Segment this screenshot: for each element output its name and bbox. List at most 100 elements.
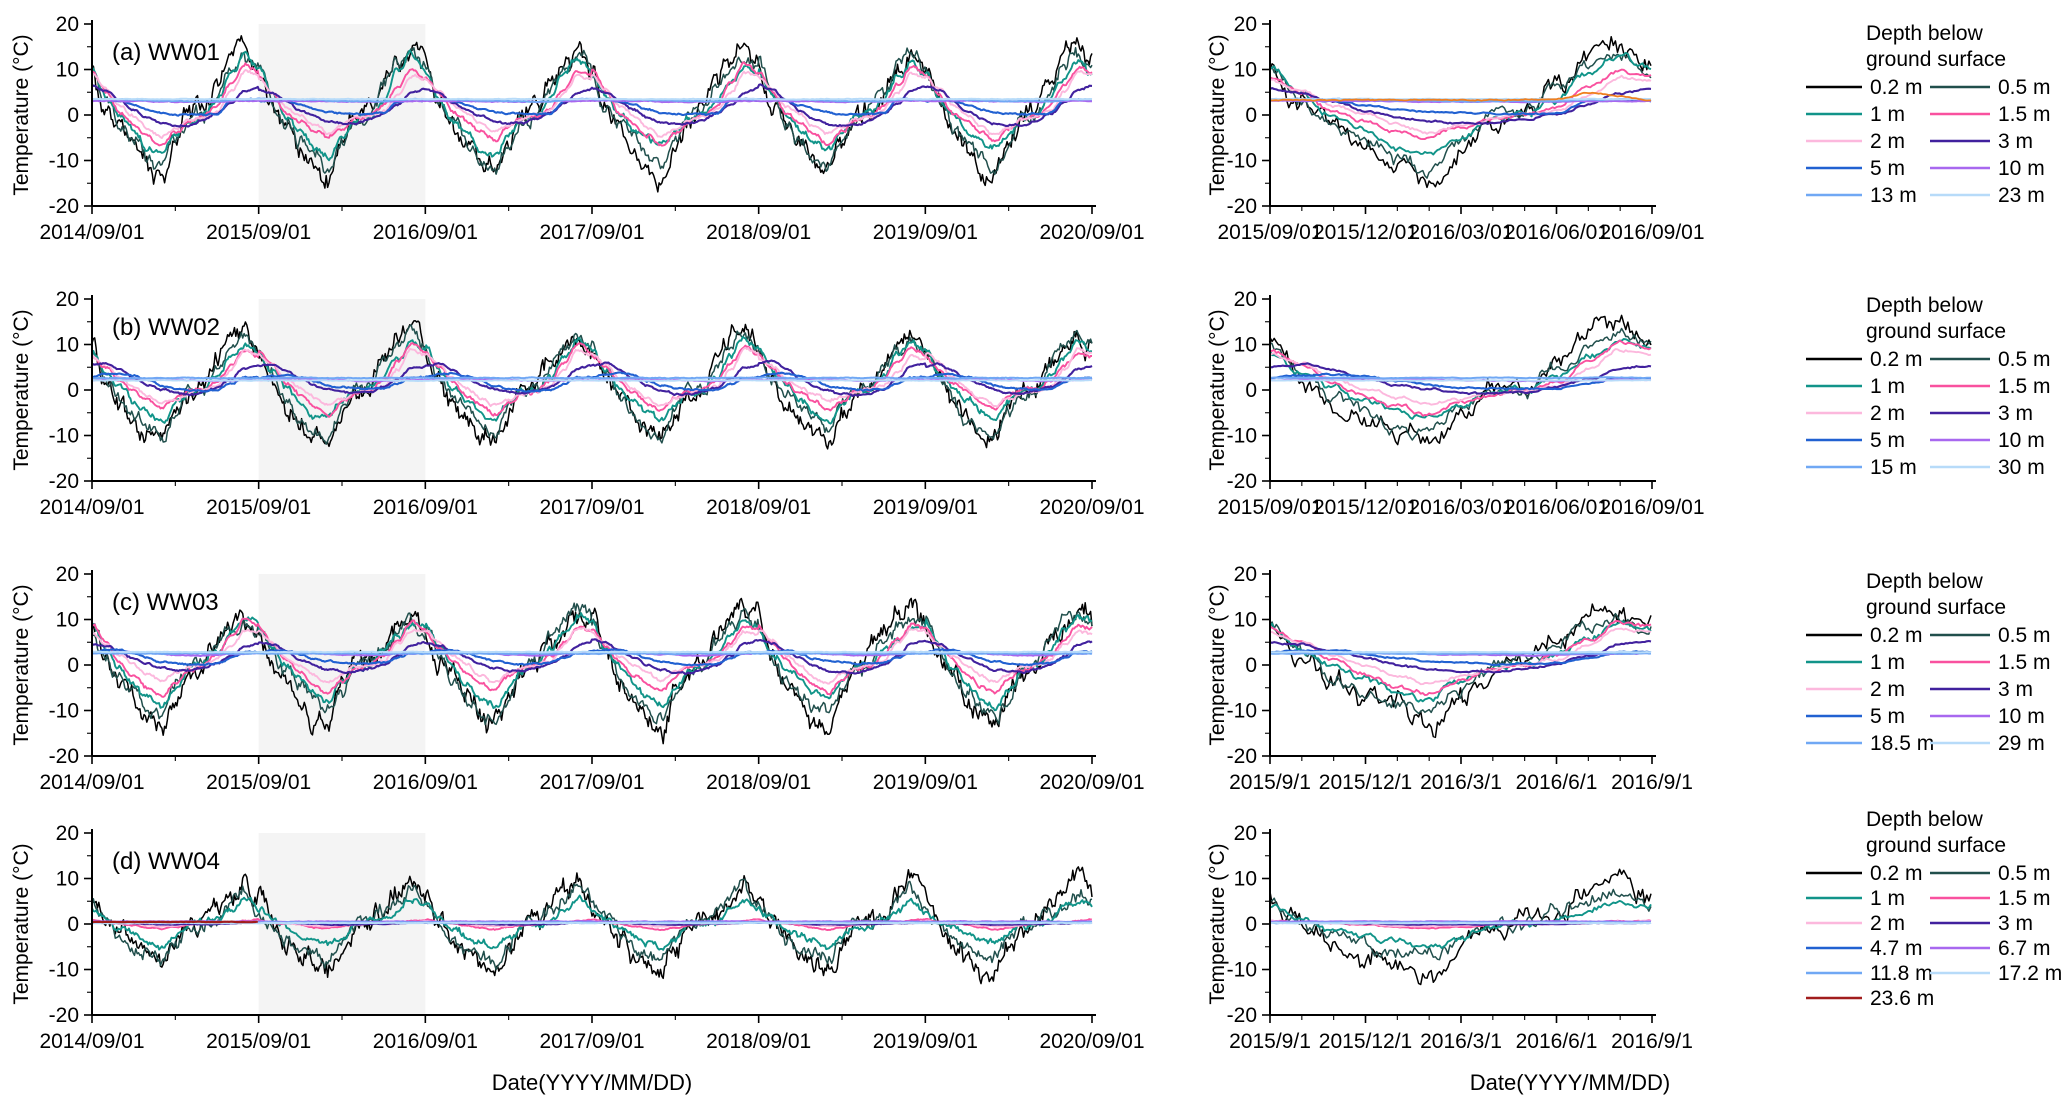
legend-label: 18.5 m [1870, 732, 1934, 755]
series-line-0.2-m [1269, 36, 1652, 189]
y-tick-label: 20 [56, 822, 79, 845]
legend-label: 0.2 m [1870, 348, 1923, 371]
y-tick-label: 0 [67, 104, 79, 127]
legend-label: 10 m [1998, 429, 2045, 452]
x-tick-label: 2020/09/01 [1039, 771, 1144, 794]
legend-label: 5 m [1870, 157, 1905, 180]
x-tick-label: 2016/9/1 [1611, 1030, 1693, 1053]
y-tick-label: 10 [56, 334, 79, 357]
series-line-17.2-m [1269, 921, 1651, 925]
x-tick-label: 2015/09/01 [206, 771, 311, 794]
panel-b-right-chart: 20 10 0 -10 -20 2015/09/012015/12/012016/03/0… [1206, 288, 1705, 519]
x-tick-label: 2016/09/01 [373, 496, 478, 519]
legend-label: 0.5 m [1998, 76, 2051, 99]
x-tick-label: 2016/3/1 [1420, 771, 1502, 794]
panel-d-right-chart: 20 10 0 -10 -20 2015/9/1 2015/12/1 2016/3/1 2016… [1206, 822, 1693, 1053]
x-tick-label: 2019/09/01 [873, 1030, 978, 1053]
legend-label: 1.5 m [1998, 375, 2051, 398]
series-line-unlabeled-orange-line [1269, 91, 1651, 102]
series-line-23.6-m [91, 920, 258, 924]
y-tick-label: 0 [1245, 654, 1257, 677]
x-tick-label: 2016/6/1 [1516, 771, 1598, 794]
highlight-band [258, 299, 426, 481]
series-line-0.2-m [91, 866, 1093, 985]
x-tick-label: 2016/09/01 [373, 221, 478, 244]
y-tick-label: -20 [1227, 1004, 1257, 1027]
series-line-1-m [91, 612, 1093, 712]
legend-b: Depth below ground surface 0.2 m 0.5 m 1 m 1.… [1806, 294, 2051, 479]
series-line-1.5-m [91, 917, 1093, 932]
legend-label: 1.5 m [1998, 103, 2051, 126]
series-line-3-m [91, 638, 1093, 676]
legend-label: 3 m [1998, 912, 2033, 935]
legend-title-line1: Depth below [1866, 22, 1984, 45]
series-line-1-m [1269, 899, 1652, 949]
legend-label: 1 m [1870, 887, 1905, 910]
y-tick-label: -20 [1227, 745, 1257, 768]
y-tick-label: -10 [1227, 700, 1257, 723]
y-axis-title: Temperature (°C) [10, 843, 33, 1004]
x-tick-label: 2016/09/01 [373, 771, 478, 794]
x-tick-label: 2017/09/01 [539, 496, 644, 519]
y-tick-label: -10 [49, 959, 79, 982]
series-line-23-m [91, 97, 1092, 101]
x-tick-label: 2014/09/01 [39, 771, 144, 794]
series-line-0.2-m [91, 320, 1093, 450]
y-tick-label: 10 [1234, 59, 1257, 82]
x-tick-label: 2017/09/01 [539, 1030, 644, 1053]
y-tick-label: -10 [1227, 425, 1257, 448]
panel-label: (b) WW02 [112, 314, 220, 341]
y-tick-label: -20 [49, 470, 79, 493]
y-axis-title: Temperature (°C) [10, 34, 33, 195]
y-tick-label: -10 [49, 150, 79, 173]
legend-label: 5 m [1870, 429, 1905, 452]
x-tick-label: 2020/09/01 [1039, 496, 1144, 519]
x-tick-label: 2016/6/1 [1516, 1030, 1598, 1053]
y-axis-title: Temperature (°C) [1206, 843, 1229, 1004]
series-line-0.2-m [1269, 868, 1652, 986]
y-tick-label: -20 [49, 195, 79, 218]
legend-label: 13 m [1870, 184, 1917, 207]
series-line-3-m [91, 83, 1093, 128]
series-line-3-m [91, 359, 1093, 398]
series-line-5-m [1269, 372, 1652, 391]
x-tick-label: 2016/03/01 [1408, 496, 1513, 519]
x-tick-label: 2015/12/1 [1319, 771, 1412, 794]
y-tick-label: 0 [67, 379, 79, 402]
y-tick-label: -20 [49, 1004, 79, 1027]
series-line-5-m [1269, 649, 1652, 667]
x-tick-label: 2016/09/01 [1599, 221, 1704, 244]
series-line-0.2-m [1269, 314, 1652, 446]
legend-c: Depth below ground surface 0.2 m 0.5 m 1 m 1.… [1806, 570, 2051, 755]
series-line-2-m [91, 346, 1093, 408]
legend-label: 0.5 m [1998, 624, 2051, 647]
legend-title-line1: Depth below [1866, 570, 1984, 593]
y-tick-label: 20 [1234, 822, 1257, 845]
x-tick-label: 2016/09/01 [1599, 496, 1704, 519]
series-line-0.5-m [1270, 888, 1652, 961]
series-line-2-m [1269, 627, 1652, 686]
y-axis-title: Temperature (°C) [10, 584, 33, 745]
x-tick-label: 2020/09/01 [1039, 221, 1144, 244]
x-tick-label: 2015/09/01 [206, 221, 311, 244]
series-line-18.5-m [1269, 652, 1652, 656]
legend-label: 23 m [1998, 184, 2045, 207]
series-line-1.5-m [1269, 620, 1652, 697]
legend-a: Depth below ground surface 0.2 m 0.5 m 1 m 1.… [1806, 22, 2051, 207]
y-tick-label: 0 [1245, 379, 1257, 402]
legend-label: 5 m [1870, 705, 1905, 728]
panel-b-left-chart: 20 10 0 -10 -20 2014/09/01 2015/09/01 2016/09/0… [10, 288, 1145, 519]
legend-label: 15 m [1870, 456, 1917, 479]
x-tick-label: 2018/09/01 [706, 771, 811, 794]
panel-c-left-chart: 20 10 0 -10 -20 2014/09/01 2015/09/01 2016/09/0… [10, 563, 1145, 794]
legend-label: 0.5 m [1998, 348, 2051, 371]
series-line-1.5-m [1269, 68, 1652, 141]
legend-label: 11.8 m [1870, 962, 1933, 985]
legend-title-line1: Depth below [1866, 294, 1984, 317]
legend-label: 1 m [1870, 375, 1905, 398]
y-tick-label: -20 [1227, 195, 1257, 218]
x-tick-label: 2015/12/01 [1313, 496, 1418, 519]
x-axis-title-right: Date(YYYY/MM/DD) [1469, 1070, 1671, 1095]
legend-label: 2 m [1870, 912, 1905, 935]
